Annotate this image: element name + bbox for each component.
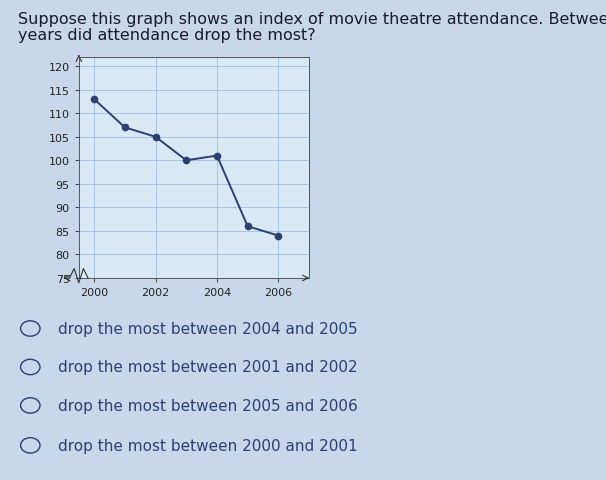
Text: drop the most between 2001 and 2002: drop the most between 2001 and 2002 bbox=[58, 360, 357, 375]
Text: years did attendance drop the most?: years did attendance drop the most? bbox=[18, 28, 316, 43]
Text: drop the most between 2000 and 2001: drop the most between 2000 and 2001 bbox=[58, 438, 357, 453]
Text: drop the most between 2005 and 2006: drop the most between 2005 and 2006 bbox=[58, 398, 358, 413]
Text: drop the most between 2004 and 2005: drop the most between 2004 and 2005 bbox=[58, 321, 357, 336]
Text: Suppose this graph shows an index of movie theatre attendance. Between which: Suppose this graph shows an index of mov… bbox=[18, 12, 606, 27]
